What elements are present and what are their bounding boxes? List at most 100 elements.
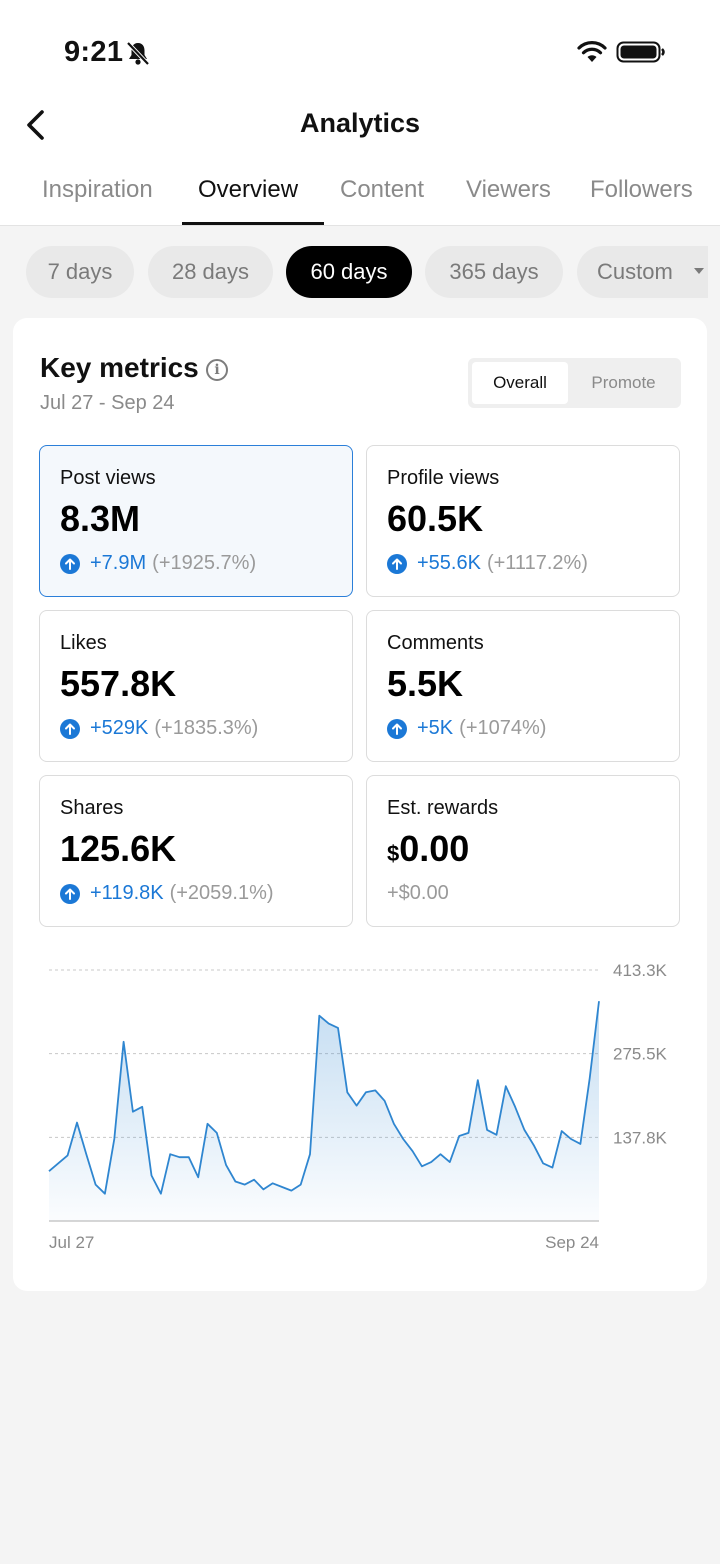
info-icon[interactable]: i [206,359,228,381]
promote-button[interactable]: Promote [591,373,656,392]
data-point [318,1015,320,1017]
metric-value: 5.5K [387,663,464,704]
data-point [505,1085,507,1087]
data-point [328,1023,330,1025]
battery-icon [616,41,665,63]
status-time: 9:21 [64,36,124,68]
tab-inspiration[interactable]: Inspiration [42,176,153,203]
metric-post-views[interactable]: Post views 8.3M +7.9M (+1925.7%) [39,445,353,597]
data-point [132,1111,134,1113]
arrow-up-icon [60,553,80,574]
metric-delta: +55.6K [417,552,481,574]
arrow-up-icon [60,883,80,904]
metric-change: +55.6K (+1117.2%) [387,552,588,575]
metric-change: +$0.00 [387,882,449,904]
active-tab-indicator [182,222,324,225]
metric-label: Comments [387,632,484,654]
period-28-days-chip[interactable]: 28 days [148,246,273,298]
metric-change: +119.8K (+2059.1%) [60,882,274,905]
data-point [393,1123,395,1125]
metric-label: Likes [60,632,107,654]
metric-percent: (+2059.1%) [169,882,274,904]
top-area [0,0,720,226]
metric-percent: (+1074%) [459,717,547,739]
back-icon[interactable] [22,106,54,144]
metric-label: Profile views [387,467,500,489]
metric-change: +5K (+1074%) [387,717,546,740]
data-point [551,1167,553,1169]
y-tick-label: 137.8K [613,1128,668,1147]
data-point [290,1190,292,1192]
metric-value: 60.5K [387,498,484,539]
data-point [300,1184,302,1186]
metric-profile-views[interactable]: Profile views 60.5K +55.6K (+1117.2%) [366,445,680,597]
data-point [486,1129,488,1131]
data-point [85,1153,87,1155]
tab-content[interactable]: Content [340,176,425,203]
metric-percent: (+1835.3%) [154,717,259,739]
data-point [579,1143,581,1145]
data-point [225,1164,227,1166]
data-point [356,1105,358,1107]
data-point [188,1156,190,1158]
tab-overview[interactable]: Overview [198,176,299,203]
metric-percent: (+1117.2%) [486,552,588,574]
data-point [570,1138,572,1140]
metric-est-rewards[interactable]: Est. rewards $0.00 +$0.00 [366,775,680,927]
tab-bar: Inspiration Overview Content Viewers Fol… [0,176,720,226]
tab-viewers[interactable]: Viewers [466,176,551,203]
data-point [57,1162,59,1164]
overall-promote-toggle: Overall Promote [468,358,681,408]
period-custom-chip[interactable]: Custom [577,246,708,298]
metric-value: 125.6K [60,828,177,869]
metric-likes[interactable]: Likes 557.8K +529K (+1835.3%) [39,610,353,762]
data-point [440,1153,442,1155]
data-point [477,1079,479,1081]
data-point [561,1130,563,1132]
data-point [309,1153,311,1155]
data-point [234,1181,236,1183]
data-point [421,1165,423,1167]
period-365-days-chip[interactable]: 365 days [425,246,563,298]
metric-shares[interactable]: Shares 125.6K +119.8K (+2059.1%) [39,775,353,927]
data-point [151,1174,153,1176]
post-views-chart: 413.3K 275.5K 137.8K Jul 27 Sep 24 [13,948,707,1258]
overall-button[interactable]: Overall [472,362,568,404]
metric-comments[interactable]: Comments 5.5K +5K (+1074%) [366,610,680,762]
chart-svg: 413.3K 275.5K 137.8K Jul 27 Sep 24 [48,961,668,1252]
metric-value: 557.8K [60,663,177,704]
data-point [76,1122,78,1124]
metric-delta: +5K [417,717,454,739]
metric-delta: +529K [90,717,149,739]
metric-percent: (+1925.7%) [152,552,257,574]
wifi-icon [577,41,607,62]
series-line [48,1001,600,1195]
period-custom-label: Custom [597,259,673,284]
y-tick-label: 413.3K [613,961,668,980]
date-range: Jul 27 - Sep 24 [40,392,175,414]
metric-value: 8.3M [60,498,141,539]
y-tick-label: 275.5K [613,1045,668,1064]
data-point [206,1123,208,1125]
metric-label: Shares [60,797,124,819]
tab-followers[interactable]: Followers [590,176,693,203]
data-point [384,1100,386,1102]
data-point [365,1091,367,1093]
period-60-days-chip[interactable]: 60 days [286,246,412,298]
data-point [95,1184,97,1186]
currency-symbol: $ [387,841,400,866]
key-metrics-title: Key metrics [40,352,199,383]
arrow-up-icon [60,718,80,739]
period-7-days-chip[interactable]: 7 days [26,246,134,298]
data-point [598,1000,600,1002]
x-tick-label: Sep 24 [545,1233,599,1252]
x-tick-label: Jul 27 [49,1233,94,1252]
data-point [374,1089,376,1091]
data-point [272,1182,274,1184]
data-point [48,1170,50,1172]
metric-value: $0.00 [387,828,469,870]
data-point [123,1041,125,1043]
data-point [262,1188,264,1190]
metric-amount: 0.00 [399,828,470,869]
metric-delta: +119.8K [90,882,164,904]
